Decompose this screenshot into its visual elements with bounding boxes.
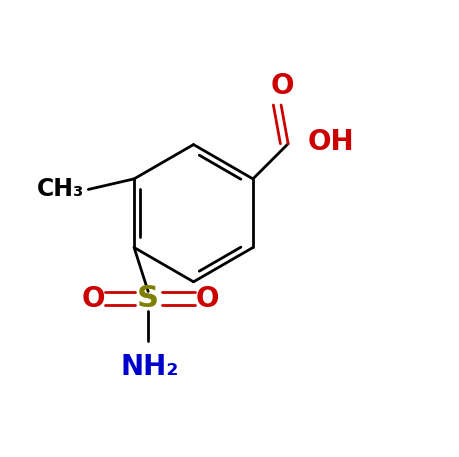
Text: OH: OH — [307, 128, 353, 156]
Text: O: O — [270, 72, 294, 100]
Text: NH₂: NH₂ — [120, 353, 179, 381]
Text: S: S — [137, 284, 159, 313]
Text: O: O — [195, 285, 218, 313]
Text: O: O — [81, 285, 105, 313]
Text: CH₃: CH₃ — [37, 177, 84, 202]
